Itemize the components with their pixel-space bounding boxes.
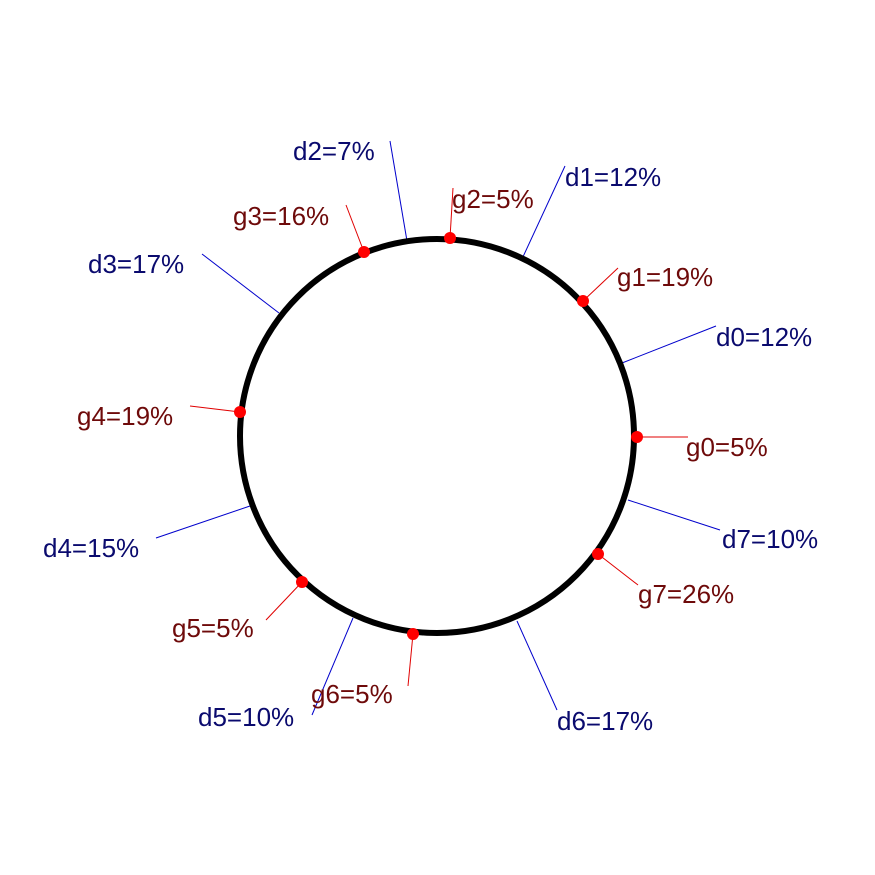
d-label-0: d0=12%: [716, 322, 812, 352]
g-label-7: g7=26%: [638, 579, 734, 609]
d-leader-line-7: [627, 499, 721, 531]
g-leader-line-5: [265, 581, 303, 621]
d-label-7: d7=10%: [722, 524, 818, 554]
d-leader-line-0: [621, 325, 717, 364]
g-dots: [234, 232, 643, 640]
g-label-3: g3=16%: [233, 201, 329, 231]
marker-labels: d0=12% d1=12% d2=7% d3=17% d4=15% d5=10% d6=17…: [43, 136, 818, 736]
d-leader-line-4: [155, 505, 251, 539]
g-leader-line-1: [582, 267, 619, 302]
d-leader-line-3: [201, 253, 280, 314]
g-dot-2: [444, 232, 456, 244]
g-dot-3: [358, 246, 370, 258]
g-dot-1: [577, 295, 589, 307]
d-leader-line-1: [521, 165, 566, 260]
g-label-1: g1=19%: [617, 262, 713, 292]
g-dot-5: [296, 576, 308, 588]
d-label-2: d2=7%: [293, 136, 375, 166]
d-leader-line-5: [311, 617, 354, 716]
d-label-1: d1=12%: [565, 162, 661, 192]
g-label-2: g2=5%: [452, 184, 534, 214]
leader-lines: [155, 140, 721, 716]
g-leader-line-2: [449, 187, 454, 239]
g-leader-line-3: [345, 204, 365, 253]
d-leader-line-2: [389, 140, 408, 242]
g-leader-line-6: [407, 633, 414, 687]
d-label-4: d4=15%: [43, 533, 139, 563]
ring-circle: [237, 236, 637, 636]
d-label-3: d3=17%: [88, 249, 184, 279]
g-label-5: g5=5%: [172, 613, 254, 643]
g-dot-0: [631, 431, 643, 443]
d-label-5: d5=10%: [198, 702, 294, 732]
d-leader-line-6: [516, 620, 558, 711]
g-label-0: g0=5%: [686, 432, 768, 462]
g-label-4: g4=19%: [77, 401, 173, 431]
d-label-6: d6=17%: [557, 706, 653, 736]
g-dot-4: [234, 406, 246, 418]
g-leader-line-4: [189, 405, 241, 413]
g-dot-7: [592, 548, 604, 560]
g-dot-6: [407, 628, 419, 640]
g-label-6: g6=5%: [311, 679, 393, 709]
g-leader-line-7: [597, 553, 639, 586]
